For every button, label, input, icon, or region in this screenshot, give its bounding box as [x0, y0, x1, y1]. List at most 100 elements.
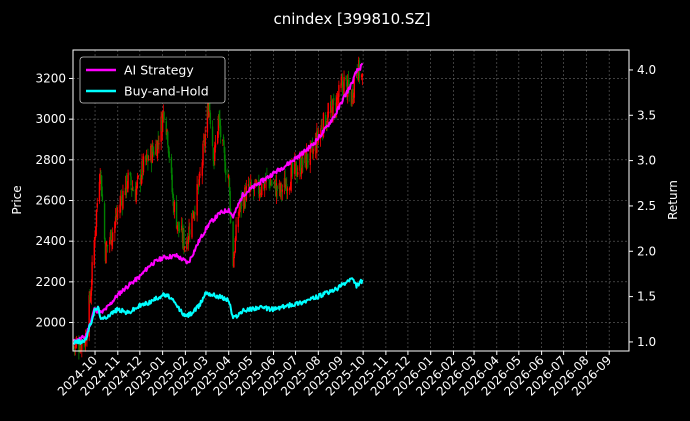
- candle-body: [176, 225, 178, 230]
- candle-body: [204, 134, 206, 147]
- candle-body: [155, 144, 157, 155]
- candle-body: [275, 183, 278, 196]
- candle-body: [264, 181, 267, 184]
- candle-body: [181, 225, 183, 231]
- candle-body: [263, 184, 266, 188]
- candle-body: [115, 213, 118, 219]
- candle-body: [106, 244, 108, 246]
- candle-body: [224, 154, 226, 172]
- candle-body: [281, 189, 284, 192]
- candle-body: [285, 184, 287, 189]
- candle-body: [278, 183, 281, 189]
- candle-body: [260, 192, 262, 195]
- candle-body: [326, 123, 328, 125]
- candle-body: [333, 98, 335, 101]
- candle-body: [147, 159, 150, 161]
- candle-body: [126, 186, 129, 189]
- candle-body: [307, 160, 309, 163]
- candle-body: [291, 164, 293, 169]
- candle-body: [182, 231, 184, 243]
- candle-body: [213, 160, 215, 164]
- candle-body: [289, 188, 292, 190]
- candle-body: [198, 173, 201, 185]
- candle-body: [319, 129, 322, 140]
- candle-body: [311, 141, 313, 145]
- candle-body: [276, 185, 278, 191]
- candle-body: [345, 75, 347, 81]
- candle-body: [119, 204, 121, 214]
- candle-body: [90, 286, 93, 296]
- candle-body: [73, 346, 75, 348]
- candle-body: [121, 199, 123, 207]
- candle-body: [84, 336, 87, 346]
- y-right-tick-label: 2.0: [637, 244, 656, 258]
- candle-body: [242, 194, 245, 207]
- series-line-buy-and-hold: [72, 277, 364, 345]
- candle-body: [324, 114, 327, 129]
- candle-body: [337, 97, 339, 100]
- candle-body: [214, 143, 217, 148]
- candle-body: [209, 112, 212, 125]
- grid: [73, 50, 629, 351]
- candle-body: [196, 183, 198, 216]
- candle-body: [244, 187, 246, 208]
- candle-body: [274, 179, 276, 183]
- candle-body: [312, 148, 314, 154]
- candle-body: [208, 99, 210, 118]
- candle-body: [315, 140, 317, 151]
- candle-body: [268, 179, 270, 181]
- candle-body: [192, 216, 195, 218]
- candle-body: [197, 186, 199, 188]
- candle-body: [201, 162, 203, 176]
- candle-body: [99, 174, 101, 184]
- candle-body: [291, 162, 294, 174]
- candle-body: [141, 160, 143, 178]
- candle-body: [111, 232, 114, 241]
- candle-body: [350, 91, 353, 106]
- candle-body: [142, 160, 144, 173]
- candle-body: [124, 190, 126, 196]
- candle-body: [140, 177, 143, 185]
- candle-body: [219, 125, 222, 138]
- candle-body: [300, 172, 303, 175]
- candle-body: [153, 151, 155, 156]
- candle-body: [116, 214, 118, 217]
- candle-body: [290, 167, 292, 191]
- candle-body: [191, 213, 193, 238]
- candle-body: [343, 77, 345, 96]
- y-left-tick-label: 2800: [35, 153, 66, 167]
- candle-body: [314, 139, 317, 152]
- candle-body: [295, 161, 297, 177]
- candle-body: [168, 151, 170, 159]
- y-left-tick-label: 3000: [35, 112, 66, 126]
- candle-body: [261, 183, 263, 196]
- candle-body: [163, 112, 165, 120]
- candle-body: [222, 136, 225, 146]
- candle-body: [238, 210, 240, 215]
- candle-body: [206, 106, 209, 133]
- candle-body: [237, 217, 239, 227]
- candle-body: [84, 340, 86, 346]
- series-lines: [72, 62, 364, 345]
- candle-body: [156, 140, 159, 159]
- candle-body: [320, 125, 322, 129]
- candle-body: [330, 99, 333, 106]
- candle-body: [296, 174, 298, 177]
- candle-body: [259, 192, 261, 194]
- candle-body: [327, 111, 330, 114]
- candle-body: [173, 201, 176, 212]
- candle-body: [110, 229, 112, 245]
- candle-body: [218, 113, 220, 120]
- candle-body: [280, 182, 282, 193]
- candle-body: [316, 131, 318, 153]
- candle-body: [81, 340, 83, 351]
- candle-body: [189, 229, 191, 235]
- candle-body: [166, 129, 168, 133]
- candle-body: [239, 206, 241, 211]
- candle-body: [193, 212, 195, 217]
- candle-body: [233, 254, 236, 256]
- candle-body: [74, 343, 76, 349]
- candle-body: [151, 145, 154, 163]
- candle-body: [304, 151, 306, 164]
